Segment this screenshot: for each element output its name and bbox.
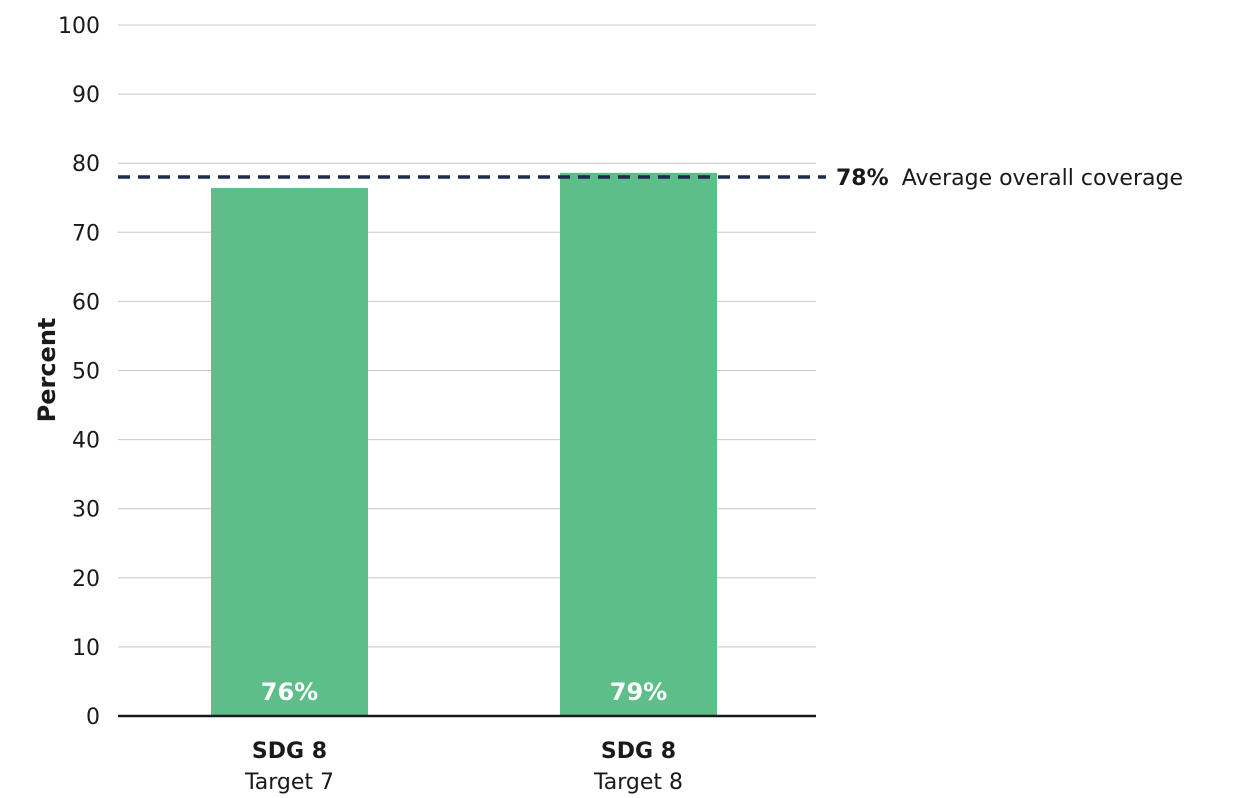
y-tick-label: 60	[72, 290, 100, 315]
y-tick-label: 90	[72, 83, 100, 108]
x-category-sublabel: Target 7	[244, 770, 334, 795]
x-category-sublabel: Target 8	[593, 770, 683, 795]
y-tick-label: 100	[58, 14, 100, 39]
x-category-label: SDG 8	[252, 739, 327, 764]
y-tick-label: 20	[72, 567, 100, 592]
reference-text-label: Average overall coverage	[902, 166, 1183, 191]
average-reference-label: 78% Average overall coverage	[836, 166, 1183, 191]
y-tick-label: 30	[72, 498, 100, 523]
bar	[211, 188, 368, 717]
bar-data-label: 76%	[261, 678, 318, 706]
y-tick-label: 80	[72, 152, 100, 177]
y-tick-label: 0	[86, 705, 100, 730]
y-tick-label: 50	[72, 360, 100, 385]
x-category-label: SDG 8	[601, 739, 676, 764]
bar	[560, 172, 717, 716]
y-axis-label: Percent	[33, 318, 61, 423]
bar-data-label: 79%	[610, 678, 667, 706]
bars: 76% 79%	[211, 172, 717, 717]
x-axis-categories: SDG 8 Target 7 SDG 8 Target 8	[244, 739, 683, 795]
y-tick-label: 70	[72, 221, 100, 246]
y-tick-label: 40	[72, 429, 100, 454]
reference-line-group: 78% Average overall coverage	[118, 166, 1183, 191]
y-axis-ticks: 0 10 20 30 40 50 60 70 80 90 100	[58, 14, 100, 730]
reference-value-label: 78%	[836, 166, 889, 191]
y-tick-label: 10	[72, 636, 100, 661]
